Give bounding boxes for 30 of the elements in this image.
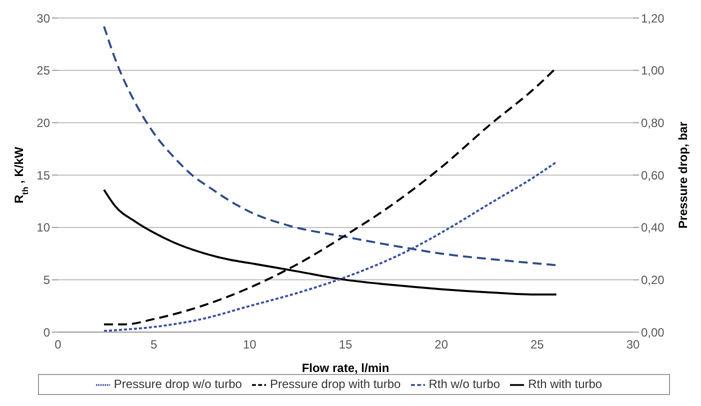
legend-label: Rth with turbo <box>528 377 602 392</box>
y-tick-label: 30 <box>36 11 50 26</box>
y-tick-label: 5 <box>43 273 50 288</box>
y-tick-label: 25 <box>36 64 50 78</box>
y2-tick-label: 0,80 <box>641 116 665 130</box>
line-series <box>103 160 558 332</box>
line-series <box>103 25 558 266</box>
x-tick-label: 15 <box>338 338 352 352</box>
x-tick-label: 25 <box>530 338 544 352</box>
y2-tick-label: 1,20 <box>641 11 665 26</box>
x-tick-label: 30 <box>626 338 640 352</box>
y2-tick-label: 0,00 <box>641 325 665 340</box>
x-tick-label: 10 <box>242 338 257 352</box>
y-tick-label: 20 <box>36 116 50 130</box>
y2-axis-title: Pressure drop, bar <box>676 121 690 228</box>
y-tick-label: 15 <box>36 168 50 182</box>
x-axis-title: Flow rate, l/min <box>302 361 390 376</box>
y2-tick-label: 0,60 <box>641 168 665 182</box>
x-tick-label: 0 <box>54 338 62 352</box>
y2-tick-label: 0,20 <box>641 273 665 288</box>
y-tick-label: 0 <box>43 325 50 340</box>
legend-label: Pressure drop with turbo <box>270 377 401 392</box>
y2-tick-label: 0,40 <box>641 220 665 235</box>
legend-label: Pressure drop w/o turbo <box>114 377 242 392</box>
line-series <box>103 66 558 326</box>
y-tick-label: 10 <box>36 220 50 235</box>
legend-label: Rth w/o turbo <box>428 377 500 392</box>
y2-tick-label: 1,00 <box>641 64 665 78</box>
x-tick-label: 20 <box>434 338 448 352</box>
x-tick-label: 5 <box>150 338 158 352</box>
